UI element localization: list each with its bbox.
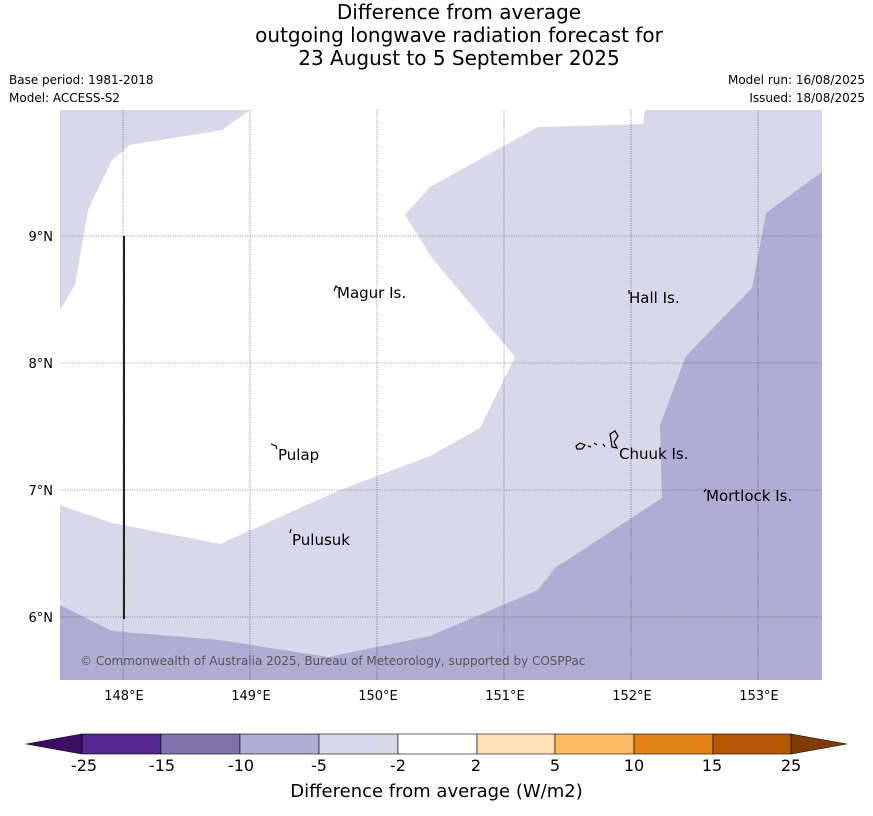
lat-tick-label: 6°N <box>29 611 54 626</box>
colorbar-label: -2 <box>390 756 406 775</box>
colorbar-label: 5 <box>549 756 561 775</box>
model-name: Model: ACCESS-S2 <box>9 91 121 105</box>
place-label-pulusuk: Pulusuk <box>292 531 350 549</box>
lon-tick-label: 150°E <box>358 689 398 704</box>
island-pulap-outline <box>270 443 278 450</box>
lat-tick-label: 9°N <box>29 230 54 245</box>
lat-tick-label: 7°N <box>29 484 54 499</box>
model-run: Model run: 16/08/2025 <box>727 73 865 87</box>
lon-tick-label: 152°E <box>612 689 652 704</box>
colorbar-bin <box>554 733 635 755</box>
place-label-magur: Magur Is. <box>337 284 406 302</box>
colorbar-extend-high <box>790 733 848 755</box>
island-outlines <box>270 284 707 534</box>
colorbar-label: 25 <box>780 756 802 775</box>
map-area <box>60 110 822 680</box>
colorbar-label: -10 <box>227 756 255 775</box>
meta-left: Base period: 1981-2018 Model: ACCESS-S2 <box>9 71 154 107</box>
colorbar-bin <box>633 733 714 755</box>
island-chuuk-outline <box>575 430 619 450</box>
lon-tick-label: 149°E <box>231 689 271 704</box>
issued-date: Issued: 18/08/2025 <box>749 91 865 105</box>
meta-right: Model run: 16/08/2025 Issued: 18/08/2025 <box>728 71 865 107</box>
place-label-hall: Hall Is. <box>629 289 680 307</box>
colorbar-bin <box>81 733 162 755</box>
colorbar-extend-low <box>25 733 83 755</box>
title-line-1: Difference from average <box>336 0 582 24</box>
colorbar-label: -5 <box>311 756 327 775</box>
colorbar-bin <box>397 733 478 755</box>
place-label-pulap: Pulap <box>278 446 319 464</box>
colorbar <box>25 733 848 755</box>
colorbar-label: -15 <box>148 756 176 775</box>
colorbar-label: 10 <box>623 756 645 775</box>
lon-tick-label: 151°E <box>485 689 525 704</box>
colorbar-label: 15 <box>701 756 723 775</box>
colorbar-bin <box>239 733 320 755</box>
lon-tick-label: 148°E <box>104 689 144 704</box>
lon-tick-label: 153°E <box>739 689 779 704</box>
lat-tick-label: 8°N <box>29 357 54 372</box>
colorbar-label: -25 <box>70 756 98 775</box>
colorbar-title: Difference from average (W/m2) <box>290 781 583 802</box>
place-label-mortlock: Mortlock Is. <box>706 487 792 505</box>
island-mortlock-outline <box>703 488 707 493</box>
island-pulusuk-outline <box>289 528 292 534</box>
colorbar-bin <box>160 733 241 755</box>
copyright-notice: © Commonwealth of Australia 2025, Bureau… <box>80 654 585 668</box>
place-label-chuuk: Chuuk Is. <box>619 445 688 463</box>
title-line-3: 23 August to 5 September 2025 <box>298 46 620 70</box>
colorbar-bin <box>476 733 556 755</box>
title-line-2: outgoing longwave radiation forecast for <box>255 23 663 47</box>
colorbar-bin <box>712 733 792 755</box>
contour-band-minus-5-to-10 <box>60 172 822 680</box>
island-magur-outline <box>333 284 339 292</box>
base-period: Base period: 1981-2018 <box>9 73 154 87</box>
colorbar-bin <box>318 733 399 755</box>
colorbar-label: 2 <box>470 756 482 775</box>
